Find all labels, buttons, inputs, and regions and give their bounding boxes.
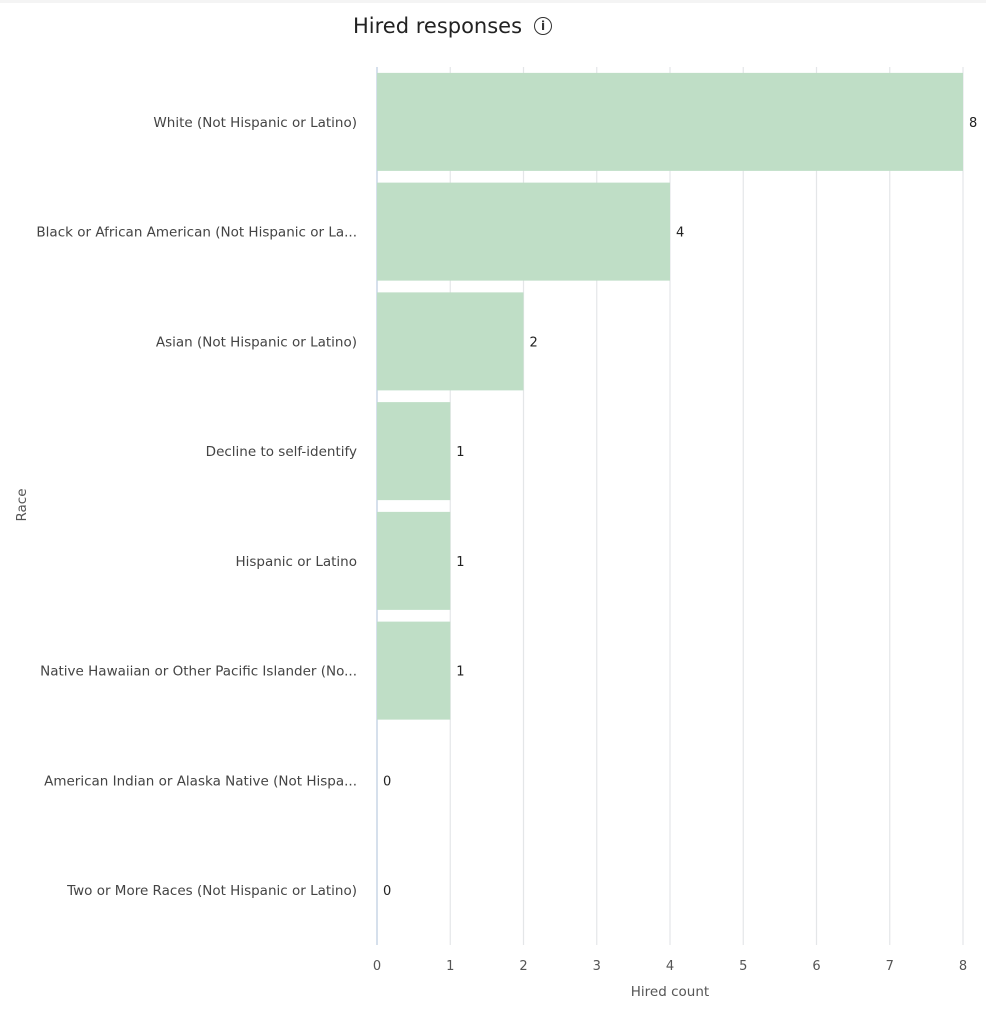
x-tick-label: 4 (666, 959, 674, 974)
category-label: Hispanic or Latino (235, 554, 357, 570)
category-label: American Indian or Alaska Native (Not Hi… (44, 773, 357, 789)
bar (377, 72, 963, 171)
data-label: 1 (456, 445, 464, 460)
x-tick-label: 3 (593, 959, 601, 974)
data-label: 0 (383, 774, 391, 789)
category-label: Asian (Not Hispanic or Latino) (156, 334, 357, 350)
category-label: Black or African American (Not Hispanic … (36, 225, 357, 241)
top-border (0, 0, 986, 3)
x-tick-label: 8 (959, 959, 967, 974)
bar (377, 621, 451, 720)
category-label: Decline to self-identify (206, 444, 357, 460)
bar (377, 292, 524, 391)
x-tick-label: 7 (886, 959, 894, 974)
category-label: Native Hawaiian or Other Pacific Islande… (40, 664, 357, 680)
bar (377, 402, 451, 501)
data-label: 4 (676, 226, 684, 241)
bar (377, 182, 670, 281)
x-tick-label: 6 (812, 959, 820, 974)
data-label: 8 (969, 116, 977, 131)
chart-title-row: Hired responses i (353, 14, 553, 38)
y-axis-title: Race (14, 488, 30, 521)
x-tick-label: 1 (446, 959, 454, 974)
data-label: 2 (530, 335, 538, 350)
data-label: 1 (456, 665, 464, 680)
x-axis-title: Hired count (631, 984, 709, 1000)
category-label: Two or More Races (Not Hispanic or Latin… (66, 883, 357, 899)
data-label: 0 (383, 884, 391, 899)
x-tick-label: 2 (519, 959, 527, 974)
bar (377, 511, 451, 610)
info-icon[interactable]: i (534, 17, 553, 35)
data-label: 1 (456, 555, 464, 570)
x-tick-label: 0 (373, 959, 381, 974)
x-tick-label: 5 (739, 959, 747, 974)
chart-title: Hired responses (353, 14, 523, 38)
category-label: White (Not Hispanic or Latino) (153, 115, 357, 131)
